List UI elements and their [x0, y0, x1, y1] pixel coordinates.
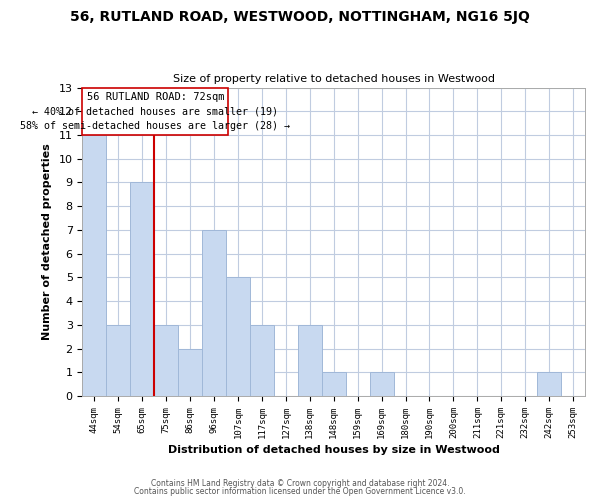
Bar	[130, 182, 154, 396]
Text: 58% of semi-detached houses are larger (28) →: 58% of semi-detached houses are larger (…	[20, 120, 290, 130]
Bar	[154, 325, 178, 396]
Bar	[82, 135, 106, 396]
Text: Contains HM Land Registry data © Crown copyright and database right 2024.: Contains HM Land Registry data © Crown c…	[151, 478, 449, 488]
Text: 56 RUTLAND ROAD: 72sqm: 56 RUTLAND ROAD: 72sqm	[87, 92, 224, 102]
Text: 56, RUTLAND ROAD, WESTWOOD, NOTTINGHAM, NG16 5JQ: 56, RUTLAND ROAD, WESTWOOD, NOTTINGHAM, …	[70, 10, 530, 24]
Bar	[106, 325, 130, 396]
Text: ← 40% of detached houses are smaller (19): ← 40% of detached houses are smaller (19…	[32, 106, 278, 117]
Bar	[537, 372, 561, 396]
Bar	[226, 278, 250, 396]
Bar	[322, 372, 346, 396]
Bar	[250, 325, 274, 396]
X-axis label: Distribution of detached houses by size in Westwood: Distribution of detached houses by size …	[168, 445, 500, 455]
Y-axis label: Number of detached properties: Number of detached properties	[41, 144, 52, 340]
FancyBboxPatch shape	[82, 88, 229, 135]
Bar	[178, 348, 202, 396]
Bar	[202, 230, 226, 396]
Text: Contains public sector information licensed under the Open Government Licence v3: Contains public sector information licen…	[134, 487, 466, 496]
Bar	[370, 372, 394, 396]
Title: Size of property relative to detached houses in Westwood: Size of property relative to detached ho…	[173, 74, 495, 84]
Bar	[298, 325, 322, 396]
